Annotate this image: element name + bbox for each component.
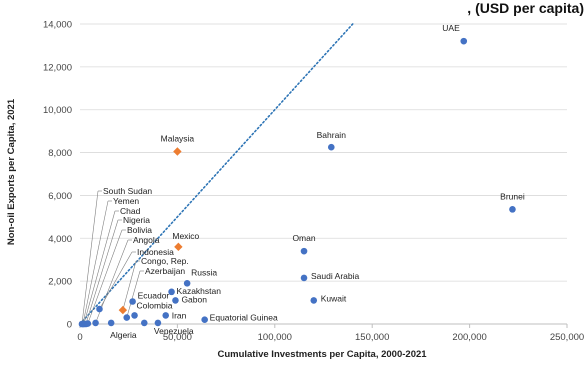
- trendline-path: [79, 23, 354, 325]
- data-point-circle: [183, 279, 191, 287]
- point-label: South Sudan: [103, 186, 152, 196]
- y-tick-label: 12,000: [43, 62, 72, 73]
- point-label: Ecuador: [138, 291, 170, 301]
- y-tick-label: 8,000: [48, 148, 72, 159]
- data-point-circle: [300, 274, 308, 282]
- point-label: Kazakhstan: [177, 286, 222, 296]
- x-axis-title: Cumulative Investments per Capita, 2000-…: [217, 349, 427, 360]
- data-point-circle: [107, 319, 115, 327]
- data-point-circle: [154, 319, 162, 327]
- x-tick-label: 150,000: [355, 332, 389, 343]
- y-axis-title: Non-oil Exports per Capita, 2021: [6, 98, 17, 245]
- data-point-diamond: [173, 147, 182, 156]
- leader-line: [126, 270, 141, 318]
- point-label: Saudi Arabia: [311, 271, 359, 281]
- point-label: UAE: [442, 23, 460, 33]
- x-tick-label: 0: [77, 332, 82, 343]
- data-point-circle: [300, 247, 308, 255]
- point-label: Venezuela: [154, 326, 194, 336]
- leader-line: [85, 219, 119, 325]
- point-label: Congo, Rep.: [141, 256, 189, 266]
- y-tick-label: 10,000: [43, 105, 72, 116]
- data-points: [78, 37, 516, 328]
- point-label: Mexico: [172, 231, 199, 241]
- point-label: Iran: [172, 310, 187, 320]
- data-point-circle: [96, 305, 103, 313]
- y-tick-label: 14,000: [43, 20, 72, 31]
- point-label: Equatorial Guinea: [210, 313, 278, 323]
- leader-line: [82, 200, 109, 325]
- data-point-circle: [129, 298, 136, 305]
- point-label: Kuwait: [321, 293, 347, 303]
- data-point-circle: [92, 319, 99, 327]
- x-tick-label: 200,000: [452, 332, 486, 343]
- data-point-circle: [123, 314, 131, 321]
- point-label: Bahrain: [317, 130, 347, 140]
- y-tick-label: 4,000: [48, 234, 72, 245]
- data-point-circle: [162, 312, 170, 319]
- data-point-diamond: [118, 305, 128, 315]
- data-point-circle: [131, 312, 138, 319]
- x-tick-label: 250,000: [550, 332, 584, 343]
- leader-lines: [81, 190, 144, 325]
- chart-title-fragment: , (USD per capita): [467, 0, 584, 16]
- y-tick-label: 6,000: [48, 191, 72, 202]
- point-label: Bolivia: [127, 225, 152, 235]
- point-label: Yemen: [113, 196, 139, 206]
- leader-line: [83, 210, 116, 325]
- trendline: [79, 23, 354, 325]
- point-label: Azerbaijan: [145, 266, 185, 276]
- data-point-circle: [460, 37, 468, 45]
- y-tick-label: 2,000: [48, 277, 72, 288]
- leader-line: [81, 190, 99, 325]
- point-label: Chad: [120, 206, 141, 216]
- data-point-circle: [172, 297, 179, 304]
- point-label: Russia: [191, 267, 217, 277]
- data-point-circle: [168, 288, 175, 296]
- x-tick-label: 100,000: [258, 332, 292, 343]
- point-labels: UAE Bahrain Brunei Malaysia Oman Mexico Saudi …: [103, 23, 525, 340]
- data-point-diamond: [174, 242, 183, 252]
- axes: 0 2,000 4,000 6,000 8,000 10,000 12,000 14,000 0…: [43, 20, 584, 344]
- data-point-circle: [327, 143, 335, 151]
- x-tick-label: 50,000: [163, 332, 192, 343]
- point-label: Angola: [133, 235, 160, 245]
- point-label: Gabon: [181, 294, 207, 304]
- point-label: Brunei: [500, 191, 525, 201]
- data-point-circle: [140, 319, 148, 327]
- point-label: Colombia: [137, 300, 173, 310]
- gridlines: [80, 23, 567, 282]
- point-label: Nigeria: [123, 215, 150, 225]
- leader-line: [87, 229, 123, 324]
- point-label: Oman: [292, 233, 315, 243]
- point-label: Algeria: [110, 330, 137, 340]
- data-point-circle: [509, 206, 516, 213]
- leader-line: [122, 260, 137, 311]
- point-label: Indonesia: [137, 247, 174, 257]
- point-label: Malaysia: [161, 134, 195, 144]
- data-point-circle: [78, 320, 86, 328]
- data-point-circle: [310, 297, 318, 304]
- y-tick-label: 0: [67, 320, 72, 331]
- data-point-circle: [201, 316, 208, 324]
